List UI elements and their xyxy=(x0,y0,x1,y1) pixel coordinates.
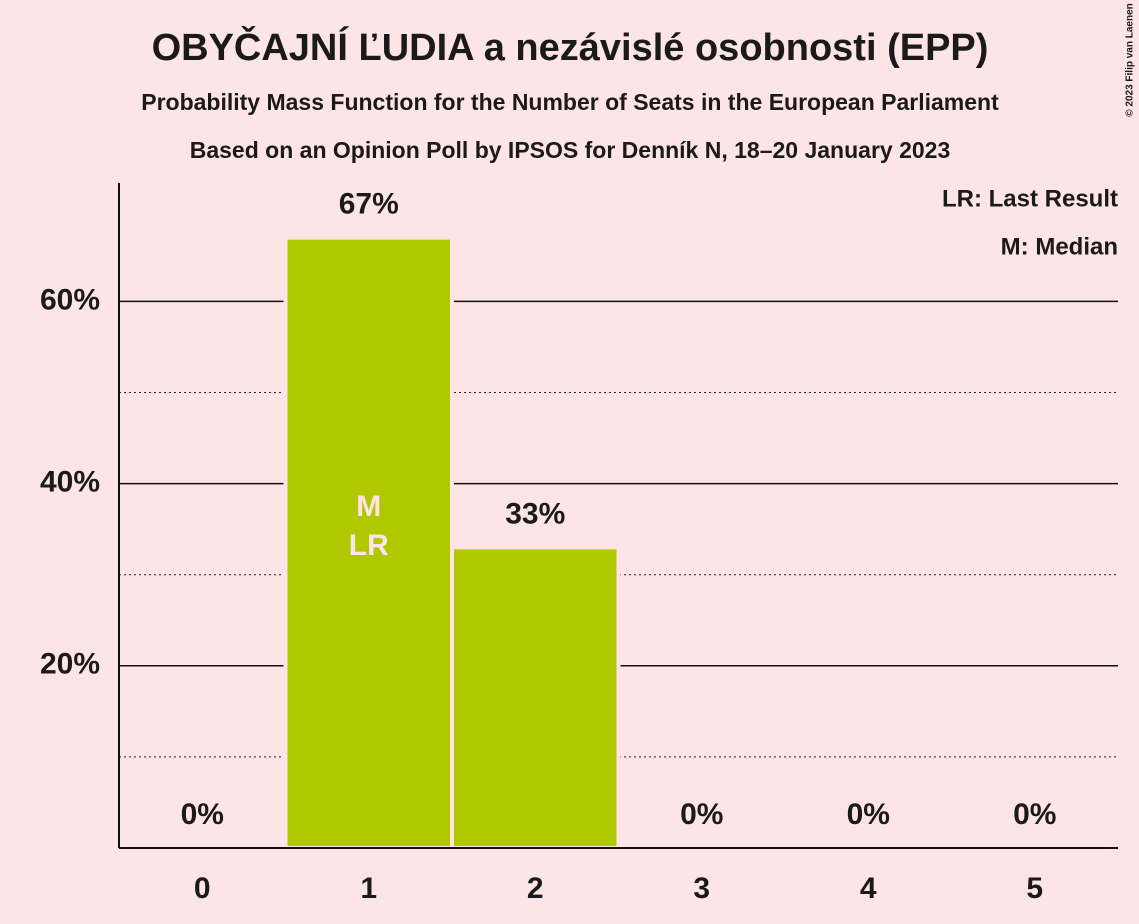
x-tick-label: 1 xyxy=(360,872,377,905)
x-tick-label: 5 xyxy=(1026,872,1043,905)
copyright: © 2023 Filip van Laenen xyxy=(1125,3,1136,117)
bar-marker: LR xyxy=(349,529,389,562)
bar xyxy=(450,545,621,850)
chart-title: OBYČAJNÍ ĽUDIA a nezávislé osobnosti (EP… xyxy=(152,24,989,69)
y-tick-label: 40% xyxy=(40,466,100,499)
value-label: 0% xyxy=(1013,798,1056,831)
chart-subtitle: Based on an Opinion Poll by IPSOS for De… xyxy=(190,137,951,163)
value-label: 33% xyxy=(505,497,565,530)
value-label: 0% xyxy=(847,798,890,831)
chart-subtitle: Probability Mass Function for the Number… xyxy=(141,89,999,115)
x-tick-label: 3 xyxy=(693,872,710,905)
x-tick-label: 4 xyxy=(860,872,877,905)
legend-entry: LR: Last Result xyxy=(942,185,1118,212)
x-tick-label: 2 xyxy=(527,872,544,905)
bar-marker: M xyxy=(356,490,381,523)
value-label: 0% xyxy=(680,798,723,831)
legend-entry: M: Median xyxy=(1001,233,1118,260)
value-label: 67% xyxy=(339,188,399,221)
x-tick-label: 0 xyxy=(194,872,211,905)
y-tick-label: 60% xyxy=(40,283,100,316)
value-label: 0% xyxy=(181,798,224,831)
y-tick-label: 20% xyxy=(40,648,100,681)
